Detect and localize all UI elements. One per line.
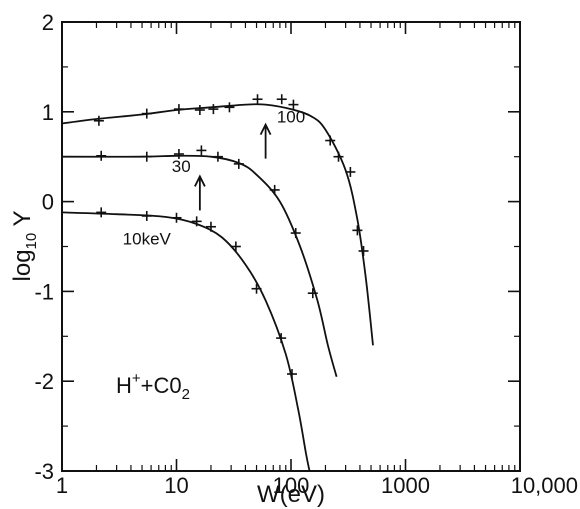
x-tick-label: 100 (273, 473, 310, 498)
series-label-100: 100 (277, 108, 305, 127)
data-point-100 (173, 104, 184, 115)
data-point-10kev (286, 369, 297, 380)
series-label-30: 30 (172, 157, 191, 176)
y-tick-label: -1 (34, 279, 54, 304)
y-tick-label: 2 (42, 10, 54, 35)
data-point-30 (212, 151, 223, 162)
data-point-100 (352, 225, 363, 236)
data-point-10kev (96, 207, 107, 218)
reaction-annotation: H++C02 (116, 370, 190, 403)
data-point-100 (93, 115, 104, 126)
series-line-10kev (61, 211, 311, 472)
data-point-100 (288, 99, 299, 110)
data-point-100 (276, 94, 287, 105)
data-point-10kev (251, 283, 262, 294)
y-tick-label: -2 (34, 369, 54, 394)
y-tick-label: 0 (42, 190, 54, 215)
data-point-30 (233, 158, 244, 169)
data-point-100 (345, 166, 356, 177)
data-point-100 (358, 245, 369, 256)
x-tick-label: 10,000 (511, 473, 578, 498)
y-tick-label: 1 (42, 100, 54, 125)
threshold-arrows (194, 122, 272, 211)
axis-tick-labels: 1 10 100 1000 10,000 -3 -2 -1 0 1 2 (34, 10, 578, 498)
series-label-10kev: 10keV (123, 230, 172, 249)
x-tick-label: 1 (56, 473, 68, 498)
y-tick-label: -3 (34, 459, 54, 484)
data-point-100 (252, 94, 263, 105)
data-point-10kev (141, 210, 152, 221)
data-point-10kev (171, 212, 182, 223)
data-point-100 (325, 135, 336, 146)
arrow-100 (259, 122, 272, 159)
series-labels: 100 30 10keV (123, 108, 306, 249)
y-axis-title: log10 Y (9, 211, 40, 282)
data-point-10kev (205, 221, 216, 232)
x-tick-label: 1000 (381, 473, 430, 498)
x-tick-label: 10 (164, 473, 188, 498)
data-point-30 (290, 228, 301, 239)
data-point-100 (333, 151, 344, 162)
data-point-10kev (276, 333, 287, 344)
data-points (93, 94, 369, 380)
data-point-100 (194, 105, 205, 116)
arrow-30 (194, 174, 206, 211)
data-point-100 (208, 104, 219, 115)
data-point-30 (196, 145, 207, 156)
data-point-30 (269, 184, 280, 195)
data-point-30 (96, 150, 107, 161)
axis-ticks (61, 21, 521, 472)
data-point-30 (173, 149, 184, 160)
data-point-30 (141, 151, 152, 162)
data-point-10kev (230, 241, 241, 252)
series-line-30 (61, 154, 338, 377)
data-point-100 (224, 102, 235, 113)
x-axis-title: W(eV) (257, 481, 325, 508)
data-point-100 (141, 108, 152, 119)
data-point-10kev (191, 216, 202, 227)
data-point-30 (307, 288, 318, 299)
